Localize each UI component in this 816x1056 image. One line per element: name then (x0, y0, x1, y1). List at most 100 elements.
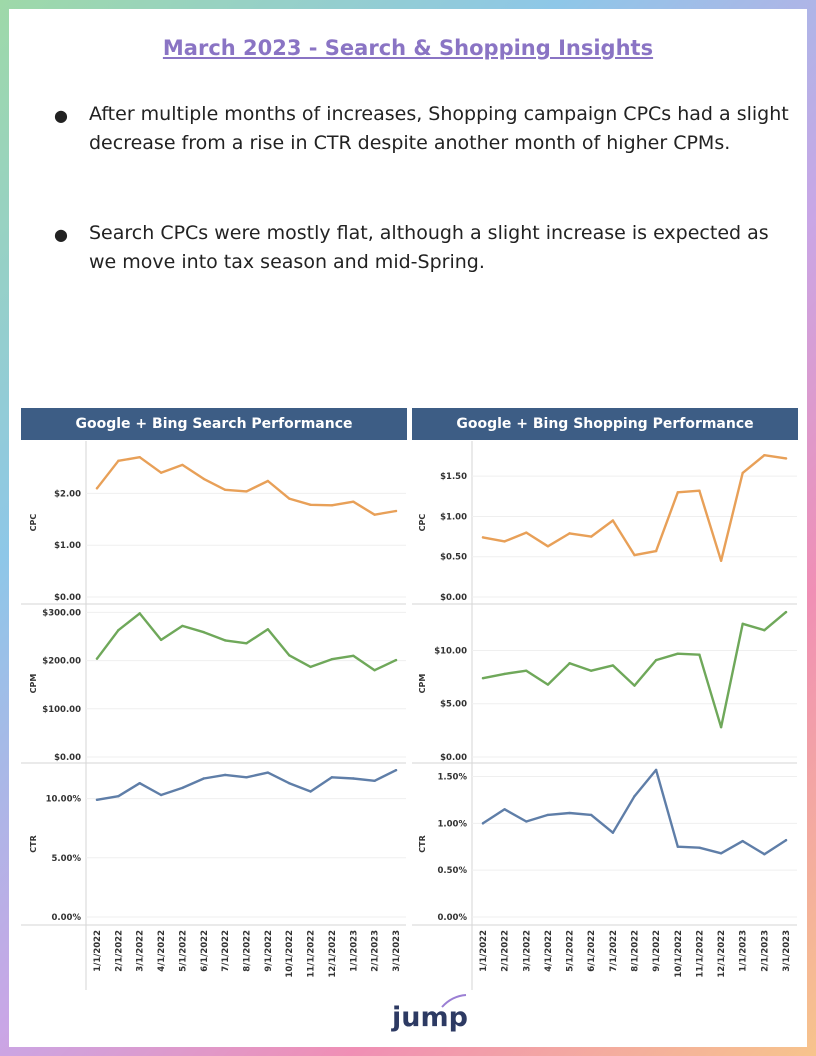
data-point (95, 798, 99, 801)
data-point (373, 513, 376, 516)
y-axis-label: CPC (418, 514, 427, 532)
data-point (654, 658, 658, 662)
x-tick-label: 1/1/2023 (349, 930, 359, 972)
x-tick-label: 3/1/2023 (782, 930, 792, 972)
data-point (568, 532, 571, 535)
data-point (245, 642, 248, 645)
data-point (698, 489, 701, 492)
x-tick-label: 12/1/2022 (717, 930, 727, 978)
y-tick-label: 1.00% (438, 819, 468, 829)
data-point (568, 662, 571, 665)
data-point (330, 504, 334, 507)
page-body (9, 9, 807, 1047)
x-tick-label: 11/1/2022 (695, 930, 705, 978)
data-point (481, 536, 485, 539)
y-tick-label: 0.50% (438, 866, 468, 876)
data-point (138, 612, 141, 615)
data-point (525, 820, 528, 823)
x-tick-label: 3/1/2023 (392, 930, 402, 972)
series-line-cpm (481, 610, 788, 729)
data-point (525, 669, 528, 672)
data-point (266, 771, 270, 774)
search-performance-header: Google + Bing Search Performance (21, 408, 407, 440)
data-point (288, 654, 291, 657)
data-point (503, 808, 506, 811)
data-point (525, 531, 528, 534)
data-point (698, 653, 701, 656)
data-point (117, 459, 120, 463)
x-tick-label: 10/1/2022 (674, 930, 684, 978)
x-tick-label: 2/1/2023 (371, 930, 381, 972)
data-point (676, 845, 679, 848)
data-point (202, 777, 205, 780)
shopping-performance-header: Google + Bing Shopping Performance (412, 408, 798, 440)
x-tick-label: 6/1/2022 (200, 930, 210, 972)
data-point (654, 768, 658, 772)
jump-logo: jump (380, 994, 480, 1042)
data-point (138, 782, 141, 785)
data-point (590, 813, 593, 817)
x-tick-label: 2/1/2022 (114, 930, 124, 972)
data-point (245, 490, 248, 493)
y-axis-label: CTR (29, 835, 38, 853)
data-point (611, 519, 615, 522)
data-point (352, 654, 355, 657)
y-tick-label: 10.00% (46, 795, 82, 805)
x-tick-label: 2/1/2022 (501, 930, 511, 972)
data-point (546, 545, 550, 548)
data-point (611, 831, 615, 834)
y-tick-label: 1.50% (438, 772, 468, 782)
data-point (676, 652, 679, 655)
data-point (763, 629, 766, 632)
y-tick-label: $300.00 (42, 608, 81, 618)
data-point (352, 500, 355, 503)
data-point (698, 846, 701, 849)
logo-text: jump (392, 1002, 468, 1033)
x-tick-label: 1/1/2022 (479, 930, 489, 972)
y-tick-label: $2.00 (54, 489, 81, 499)
data-point (676, 491, 679, 494)
y-tick-label: $10.00 (434, 646, 467, 656)
x-tick-label: 9/1/2022 (264, 930, 274, 972)
y-tick-label: $0.50 (440, 553, 467, 563)
data-point (503, 540, 506, 543)
data-point (330, 657, 334, 661)
y-tick-label: $0.00 (440, 753, 467, 763)
data-point (394, 509, 398, 513)
x-tick-label: 9/1/2022 (652, 930, 662, 972)
x-tick-label: 8/1/2022 (243, 930, 253, 972)
x-tick-label: 2/1/2023 (760, 930, 770, 972)
bullet-shopping-cpc: After multiple months of increases, Shop… (89, 103, 789, 154)
series-line-ctr (95, 769, 398, 801)
data-point (763, 454, 766, 457)
x-tick-label: 5/1/2022 (566, 930, 576, 972)
data-point (568, 811, 571, 815)
y-tick-label: $0.00 (440, 593, 467, 603)
y-tick-label: 0.00% (438, 913, 468, 923)
y-axis-label: CPM (418, 674, 427, 694)
y-axis-label: CTR (418, 835, 427, 853)
data-point (373, 779, 376, 783)
data-point (394, 658, 398, 662)
data-point (719, 852, 723, 855)
data-point (763, 853, 766, 856)
data-point (546, 683, 550, 686)
x-tick-label: 3/1/2022 (522, 930, 532, 972)
data-point (654, 549, 658, 553)
data-point (784, 838, 788, 842)
y-tick-label: $5.00 (440, 700, 467, 710)
y-tick-label: $100.00 (42, 705, 81, 715)
logo-swoosh-icon (441, 994, 467, 1008)
data-point (288, 782, 291, 785)
data-point (95, 657, 99, 660)
x-tick-label: 4/1/2022 (157, 930, 167, 972)
data-point (546, 813, 550, 817)
data-point (503, 672, 506, 676)
y-tick-label: $200.00 (42, 657, 81, 667)
data-point (181, 463, 184, 467)
series-line-cpm (95, 612, 398, 672)
y-tick-label: $0.00 (54, 753, 81, 763)
data-point (202, 630, 205, 634)
bullet-dot-icon: ● (54, 106, 68, 125)
data-point (181, 624, 184, 628)
